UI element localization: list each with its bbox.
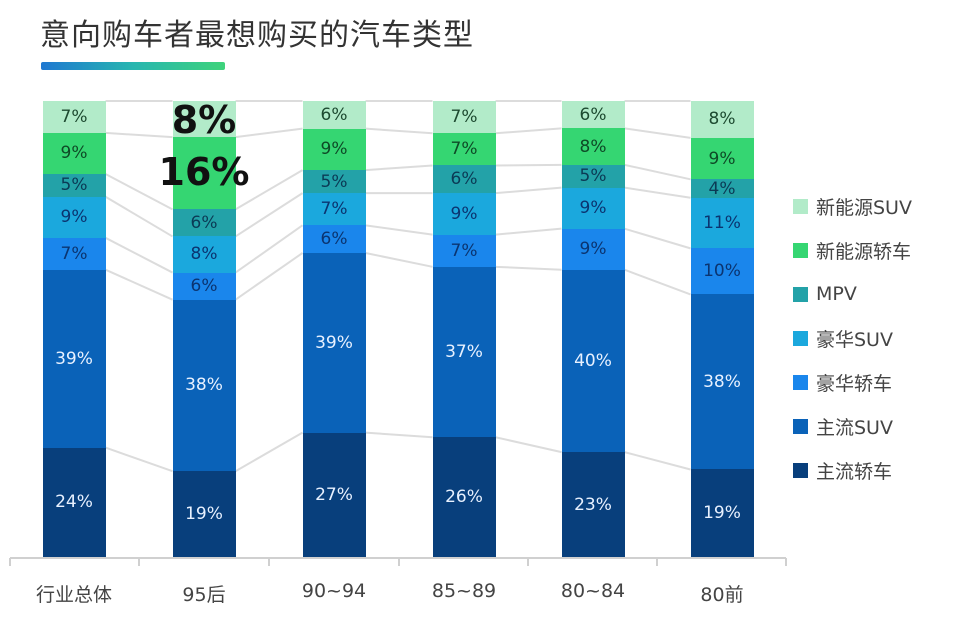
bar-segment: 24% bbox=[42, 447, 106, 557]
chart-title: 意向购车者最想购买的汽车类型 bbox=[40, 18, 474, 53]
x-axis-label: 95后 bbox=[182, 584, 226, 606]
bar-segment: 39% bbox=[302, 253, 366, 433]
bar-segment: 6% bbox=[561, 101, 625, 129]
bar-segment bbox=[172, 137, 236, 210]
legend-item: 主流轿车 bbox=[793, 448, 912, 492]
bar-segment: 7% bbox=[302, 193, 366, 226]
bar-segment: 26% bbox=[432, 437, 496, 557]
x-axis-label: 85~89 bbox=[431, 580, 497, 602]
bar-segment: 9% bbox=[432, 193, 496, 235]
legend-swatch bbox=[793, 242, 808, 258]
bar-segment: 8% bbox=[172, 236, 236, 273]
bar-segment bbox=[172, 101, 236, 138]
legend: 新能源SUV 新能源轿车 MPV 豪华SUV 豪华轿车 主流SUV 主流轿车 bbox=[793, 184, 912, 492]
bar-segment: 6% bbox=[302, 101, 366, 129]
bar-segment: 7% bbox=[432, 234, 496, 267]
legend-item: MPV bbox=[793, 272, 912, 316]
bar-segment: 38% bbox=[690, 294, 754, 470]
highlight-label: 16% bbox=[158, 150, 250, 194]
x-axis-label: 90~94 bbox=[301, 580, 367, 602]
legend-item: 新能源轿车 bbox=[793, 228, 912, 272]
legend-label: 主流SUV bbox=[816, 416, 893, 439]
bar-segment: 27% bbox=[302, 432, 366, 557]
legend-swatch bbox=[793, 418, 808, 434]
bar-segment: 9% bbox=[561, 228, 625, 270]
bar-segment: 6% bbox=[302, 225, 366, 253]
legend-swatch bbox=[793, 374, 808, 390]
legend-swatch bbox=[793, 198, 808, 214]
legend-item: 豪华SUV bbox=[793, 316, 912, 360]
bar-segment: 9% bbox=[42, 132, 106, 174]
legend-swatch bbox=[793, 462, 808, 478]
bar-segment: 6% bbox=[432, 165, 496, 194]
legend-item: 豪华轿车 bbox=[793, 360, 912, 404]
bar-segment: 8% bbox=[690, 101, 754, 138]
legend-item: 主流SUV bbox=[793, 404, 912, 448]
legend-label: 新能源SUV bbox=[816, 196, 912, 219]
bar-segment: 19% bbox=[690, 469, 754, 557]
bar-segment: 7% bbox=[42, 237, 106, 270]
legend-label: MPV bbox=[816, 283, 857, 305]
bar-segment: 7% bbox=[432, 101, 496, 134]
bar-segment: 9% bbox=[690, 137, 754, 180]
bar-segment: 38% bbox=[172, 299, 236, 472]
title-underline bbox=[41, 62, 225, 70]
bar-segment: 7% bbox=[432, 133, 496, 166]
bar-segment: 6% bbox=[172, 209, 236, 237]
bar-segment: 5% bbox=[302, 170, 366, 194]
bar-segment: 4% bbox=[690, 179, 754, 199]
legend-item: 新能源SUV bbox=[793, 184, 912, 228]
legend-label: 豪华SUV bbox=[816, 328, 893, 351]
bar-segment: 11% bbox=[690, 197, 754, 249]
legend-swatch bbox=[793, 286, 808, 302]
x-axis-label: 80~84 bbox=[560, 580, 626, 602]
x-axis-label: 行业总体 bbox=[35, 584, 112, 606]
bar-segment: 37% bbox=[432, 266, 496, 438]
bar-segment: 23% bbox=[561, 452, 625, 557]
bar-segment: 10% bbox=[690, 248, 754, 295]
legend-label: 豪华轿车 bbox=[816, 372, 893, 395]
bar-segment: 7% bbox=[42, 101, 106, 133]
bar-segment: 8% bbox=[561, 128, 625, 165]
legend-label: 主流轿车 bbox=[816, 460, 893, 483]
x-axis-label: 80前 bbox=[700, 584, 744, 606]
bar-segment: 6% bbox=[172, 272, 236, 300]
bar-segment: 9% bbox=[302, 128, 366, 171]
legend-label: 新能源轿车 bbox=[816, 240, 912, 263]
bar-segment: 5% bbox=[561, 164, 625, 188]
highlight-label: 8% bbox=[171, 98, 237, 142]
bar-segment: 19% bbox=[172, 471, 236, 557]
bar-segment: 9% bbox=[561, 187, 625, 229]
legend-swatch bbox=[793, 330, 808, 346]
bar-segment: 40% bbox=[561, 269, 625, 453]
bar-segment: 39% bbox=[42, 269, 106, 448]
bar-segment: 9% bbox=[42, 196, 106, 238]
bar-segment: 5% bbox=[42, 173, 106, 197]
